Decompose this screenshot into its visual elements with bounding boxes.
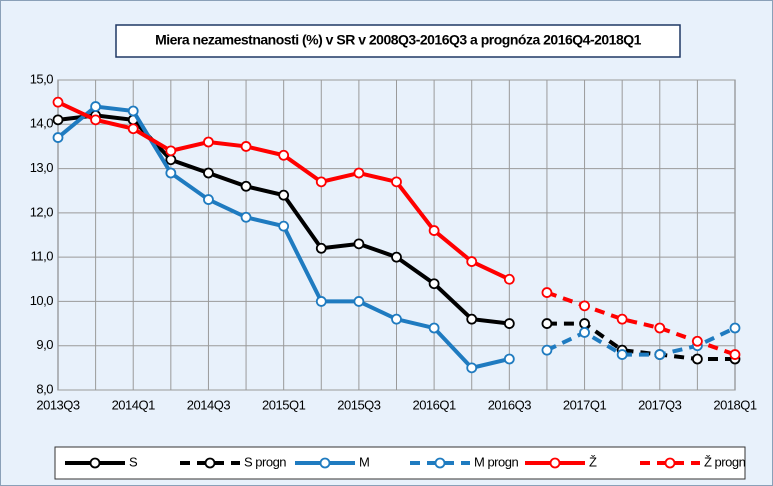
x-tick-label: 2017Q1	[563, 397, 607, 412]
y-tick-label: 10,0	[30, 293, 54, 308]
data-point	[466, 313, 478, 325]
y-tick-label: 8,0	[36, 381, 53, 396]
x-tick-label: 2014Q1	[112, 397, 156, 412]
y-tick-label: 13,0	[30, 160, 54, 175]
x-tick-label: 2016Q3	[488, 397, 532, 412]
x-tick-label: 2018Q1	[713, 397, 757, 412]
data-point	[503, 318, 515, 329]
legend-marker	[434, 457, 446, 469]
x-tick-label: 2016Q1	[412, 397, 456, 412]
data-point	[616, 349, 628, 360]
series-line	[546, 326, 736, 357]
chart-title: Miera nezamestnanosti (%) v SR v 2008Q3-…	[155, 32, 642, 48]
x-tick-label: 2014Q3	[187, 397, 231, 412]
data-point	[654, 322, 666, 334]
legend-label: M	[359, 454, 369, 469]
y-tick-label: 15,0	[30, 71, 54, 86]
legend-label: S	[129, 454, 138, 469]
y-tick-label: 12,0	[30, 204, 54, 219]
legend-marker	[549, 457, 561, 469]
series-line	[546, 321, 735, 361]
data-point	[240, 141, 252, 152]
legend-label: Ž	[589, 454, 597, 469]
data-point	[165, 167, 177, 179]
legend-marker	[204, 457, 216, 469]
data-point	[203, 194, 214, 205]
data-point	[579, 327, 590, 338]
data-point	[278, 189, 290, 201]
data-point	[52, 132, 64, 143]
data-point	[466, 256, 478, 267]
data-point	[579, 318, 590, 329]
data-point	[240, 211, 252, 223]
data-point	[654, 349, 666, 360]
legend-box	[54, 446, 746, 480]
y-tick-label: 14,0	[30, 116, 54, 131]
title-box	[115, 24, 681, 58]
data-point	[315, 242, 327, 254]
data-point	[428, 322, 440, 334]
data-point	[90, 114, 102, 126]
data-point	[616, 313, 628, 325]
data-point	[503, 353, 515, 365]
legend-marker	[664, 457, 676, 469]
data-point	[240, 180, 252, 192]
legend-label: Ž progn	[704, 454, 746, 469]
data-point	[315, 296, 327, 307]
data-point	[52, 114, 64, 126]
data-point	[391, 251, 402, 263]
data-point	[203, 136, 214, 148]
data-point	[466, 362, 478, 374]
data-point	[165, 145, 177, 157]
data-point	[127, 105, 139, 117]
data-point	[127, 123, 139, 135]
data-point	[541, 287, 553, 298]
y-tick-label: 9,0	[36, 337, 53, 352]
data-point	[729, 322, 741, 334]
data-point	[90, 101, 102, 112]
legend-marker	[319, 457, 331, 469]
data-point	[353, 238, 365, 250]
data-point	[541, 318, 553, 329]
data-point	[391, 176, 402, 188]
legend-label: M progn	[474, 454, 518, 469]
x-tick-label: 2013Q3	[36, 397, 80, 412]
data-point	[503, 273, 515, 285]
data-point	[691, 335, 703, 347]
data-point	[52, 96, 64, 108]
legend-label: S progn	[244, 454, 286, 469]
data-point	[729, 349, 741, 360]
data-point	[428, 225, 440, 236]
data-point	[278, 149, 290, 161]
legend-marker	[89, 457, 101, 469]
data-point	[353, 296, 365, 307]
y-tick-label: 11,0	[31, 249, 54, 264]
data-point	[203, 167, 214, 179]
data-point	[391, 313, 402, 325]
data-point	[315, 176, 327, 188]
data-point	[428, 278, 440, 290]
data-point	[278, 220, 290, 232]
x-tick-label: 2015Q1	[262, 397, 306, 412]
data-point	[353, 167, 365, 179]
data-point	[541, 344, 553, 356]
data-point	[691, 353, 703, 365]
data-point	[165, 154, 177, 166]
data-point	[579, 300, 590, 312]
x-tick-label: 2017Q3	[638, 397, 682, 412]
x-tick-label: 2015Q3	[337, 397, 381, 412]
